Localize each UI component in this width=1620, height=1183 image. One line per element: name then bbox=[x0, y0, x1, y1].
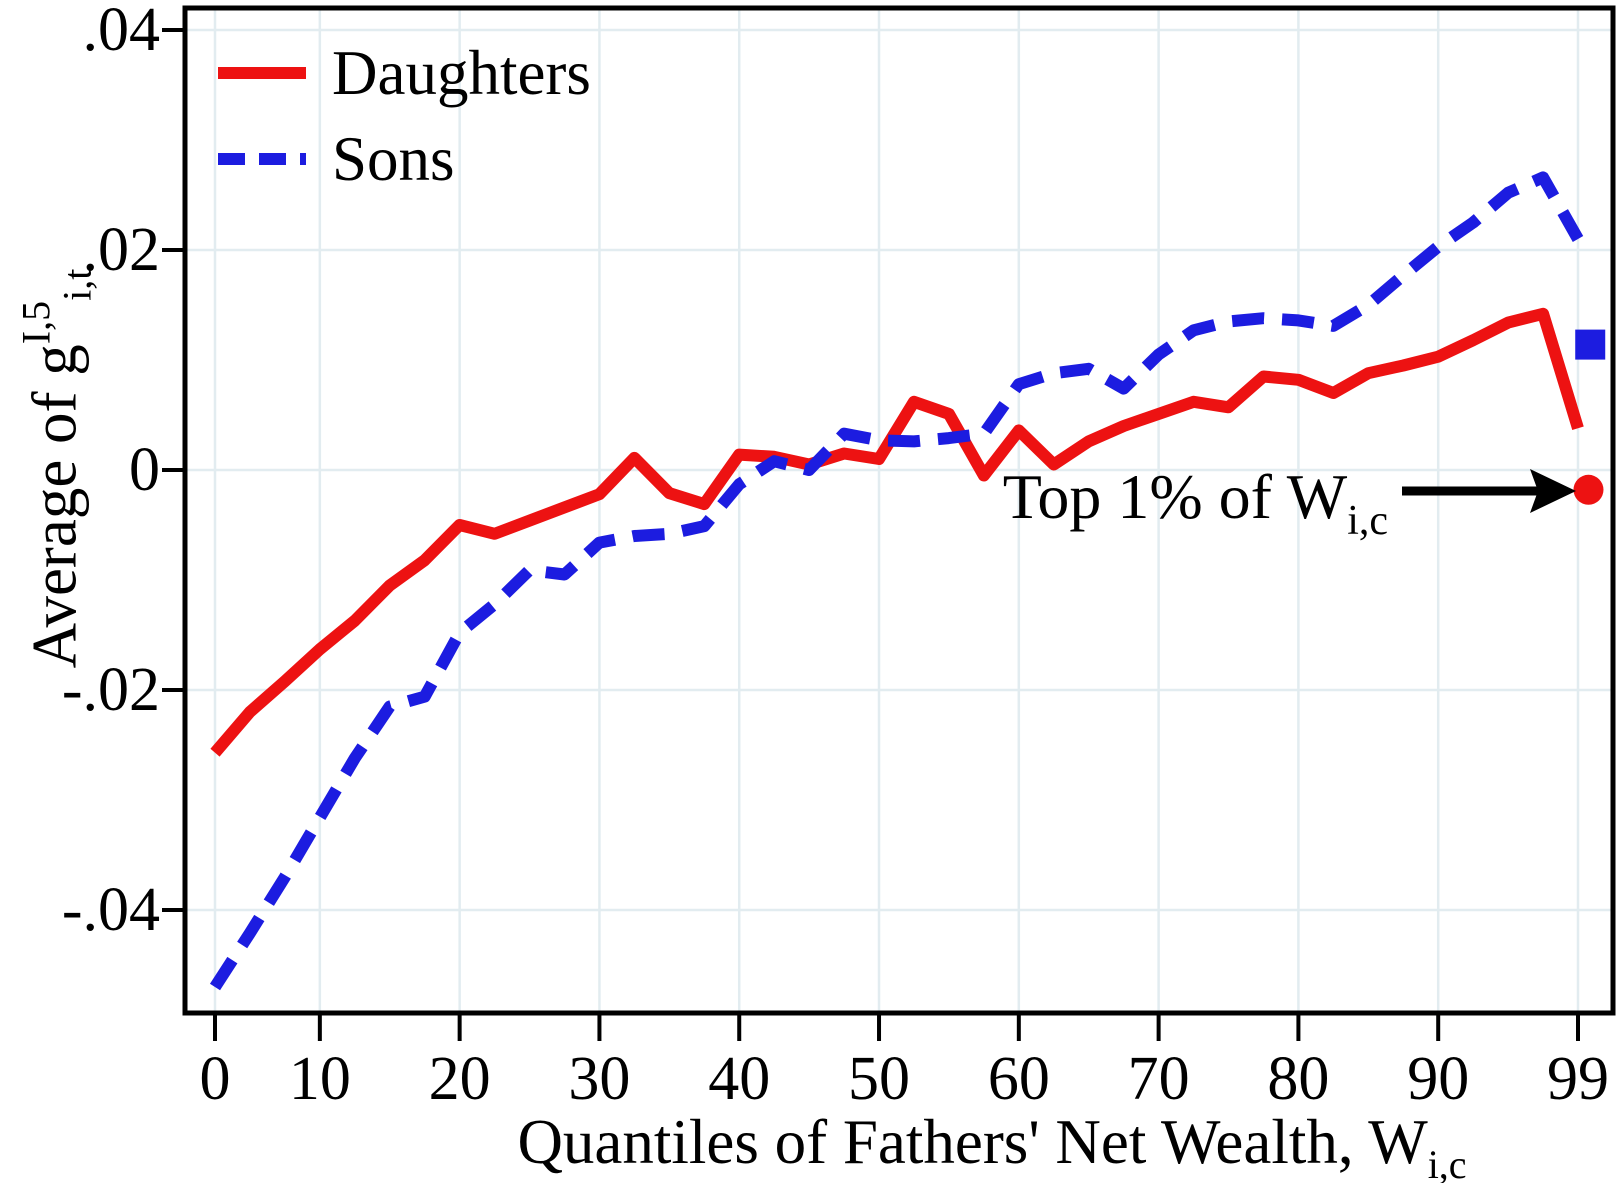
top1pct-sons-square-marker bbox=[1575, 329, 1606, 360]
y-tick-label: -.02 bbox=[61, 656, 160, 724]
x-axis-title-subscript: i,c bbox=[1427, 1142, 1467, 1183]
top1pct-daughters-circle-marker bbox=[1573, 474, 1604, 505]
daughters-line-sample bbox=[218, 67, 306, 79]
legend-label-daughters: Daughters bbox=[332, 37, 591, 108]
x-tick-label: 50 bbox=[848, 1045, 911, 1113]
x-tick-label: 20 bbox=[428, 1045, 491, 1113]
annotation-subscript: i,c bbox=[1347, 498, 1388, 544]
sons-line-sample bbox=[218, 153, 306, 165]
x-axis-title: Quantiles of Fathers' Net Wealth, Wi,c bbox=[440, 1107, 1544, 1183]
x-tick-label: 80 bbox=[1267, 1045, 1330, 1113]
y-tick-label: 0 bbox=[129, 436, 160, 504]
top-1-percent-annotation: Top 1% of Wi,c bbox=[1002, 461, 1388, 544]
annotation-arrow-head bbox=[1530, 469, 1576, 513]
y-tick-label: .02 bbox=[82, 216, 161, 284]
legend: Daughters Sons bbox=[218, 30, 591, 202]
series-line-daughters bbox=[210, 307, 1584, 757]
x-tick-label: 99 bbox=[1547, 1045, 1609, 1113]
x-tick-label: 40 bbox=[708, 1045, 771, 1113]
y-tick-label: .04 bbox=[82, 0, 161, 64]
x-tick-label: 90 bbox=[1407, 1045, 1470, 1113]
x-tick-label: 0 bbox=[199, 1045, 231, 1113]
x-tick-label: 70 bbox=[1127, 1045, 1190, 1113]
plot-border bbox=[182, 5, 1616, 1016]
y-tick-label: -.04 bbox=[61, 876, 160, 944]
legend-item-sons: Sons bbox=[218, 116, 591, 202]
legend-label-sons: Sons bbox=[332, 123, 455, 194]
x-tick-label: 10 bbox=[288, 1045, 351, 1113]
y-axis-title-superscript: I,5 bbox=[13, 300, 59, 345]
x-tick-label: 30 bbox=[568, 1045, 631, 1113]
legend-item-daughters: Daughters bbox=[218, 30, 591, 116]
x-tick-label: 60 bbox=[987, 1045, 1050, 1113]
series-line-sons bbox=[209, 171, 1584, 991]
